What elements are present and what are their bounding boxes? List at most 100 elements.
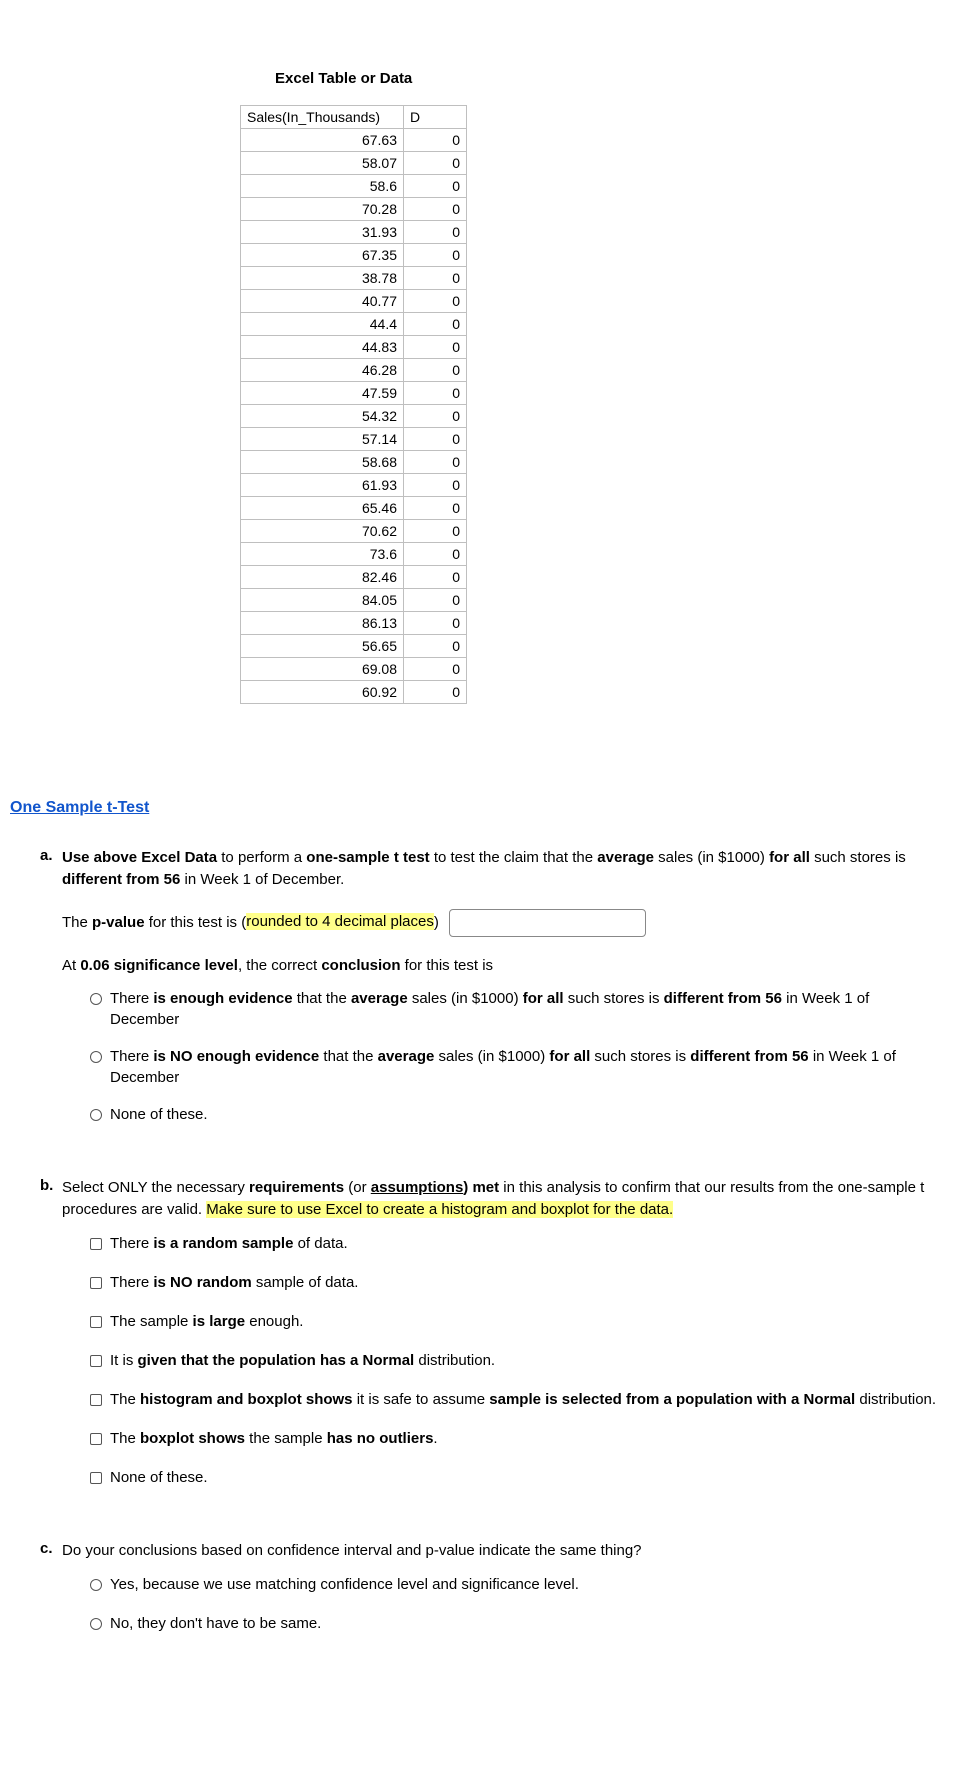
checkbox-icon[interactable] (90, 1394, 102, 1406)
cell-sales: 46.28 (241, 359, 404, 382)
qa-option-1: There is enough evidence that the averag… (90, 988, 939, 1030)
table-row: 57.140 (241, 428, 467, 451)
table-row: 31.930 (241, 221, 467, 244)
table-row: 70.620 (241, 520, 467, 543)
qb-intro: Select ONLY the necessary requirements (… (62, 1177, 939, 1221)
cell-d: 0 (404, 681, 467, 704)
page: Excel Table or Data Sales(In_Thousands) … (0, 70, 959, 1766)
table-row: 44.40 (241, 313, 467, 336)
cell-sales: 58.6 (241, 175, 404, 198)
highlight-rounded: rounded to 4 decimal places (246, 913, 434, 930)
pvalue-input[interactable] (449, 909, 646, 937)
cell-d: 0 (404, 221, 467, 244)
cell-d: 0 (404, 451, 467, 474)
cell-sales: 44.4 (241, 313, 404, 336)
radio-icon[interactable] (90, 1109, 102, 1121)
qc-options: Yes, because we use matching confidence … (90, 1574, 939, 1636)
table-row: 47.590 (241, 382, 467, 405)
data-table: Sales(In_Thousands) D 67.63058.07058.607… (240, 105, 467, 704)
cell-sales: 60.92 (241, 681, 404, 704)
cell-sales: 57.14 (241, 428, 404, 451)
cell-d: 0 (404, 129, 467, 152)
radio-icon[interactable] (90, 1579, 102, 1591)
question-a: a. Use above Excel Data to perform a one… (40, 847, 939, 1143)
qc-text: Do your conclusions based on confidence … (62, 1540, 939, 1562)
cell-d: 0 (404, 336, 467, 359)
checkbox-icon[interactable] (90, 1277, 102, 1289)
qa-pvalue-line: The p-value for this test is (rounded to… (62, 909, 939, 937)
table-row: 70.280 (241, 198, 467, 221)
cell-sales: 70.28 (241, 198, 404, 221)
qa-options: There is enough evidence that the averag… (90, 988, 939, 1127)
table-row: 44.830 (241, 336, 467, 359)
table-row: 69.080 (241, 658, 467, 681)
cell-sales: 47.59 (241, 382, 404, 405)
cell-sales: 61.93 (241, 474, 404, 497)
cell-sales: 56.65 (241, 635, 404, 658)
cell-d: 0 (404, 589, 467, 612)
table-row: 67.630 (241, 129, 467, 152)
qb-option-7: None of these. (90, 1467, 939, 1490)
qb-option-2: There is NO random sample of data. (90, 1272, 939, 1295)
section-title: Excel Table or Data (275, 70, 959, 87)
marker-c: c. (40, 1540, 62, 1652)
cell-d: 0 (404, 313, 467, 336)
table-row: 56.650 (241, 635, 467, 658)
table-header-row: Sales(In_Thousands) D (241, 106, 467, 129)
table-row: 60.920 (241, 681, 467, 704)
qb-option-4: It is given that the population has a No… (90, 1350, 939, 1373)
table-row: 40.770 (241, 290, 467, 313)
cell-d: 0 (404, 658, 467, 681)
heading-link[interactable]: One Sample t-Test (10, 799, 149, 817)
cell-sales: 31.93 (241, 221, 404, 244)
cell-sales: 69.08 (241, 658, 404, 681)
cell-sales: 67.63 (241, 129, 404, 152)
qa-option-3: None of these. (90, 1104, 939, 1127)
table-row: 58.60 (241, 175, 467, 198)
qb-option-3: The sample is large enough. (90, 1311, 939, 1334)
table-row: 67.350 (241, 244, 467, 267)
highlight-excel: Make sure to use Excel to create a histo… (206, 1201, 673, 1218)
col-header-sales: Sales(In_Thousands) (241, 106, 404, 129)
marker-a: a. (40, 847, 62, 1143)
cell-d: 0 (404, 497, 467, 520)
cell-d: 0 (404, 566, 467, 589)
table-row: 58.680 (241, 451, 467, 474)
table-row: 54.320 (241, 405, 467, 428)
cell-sales: 84.05 (241, 589, 404, 612)
checkbox-icon[interactable] (90, 1238, 102, 1250)
qb-option-6: The boxplot shows the sample has no outl… (90, 1428, 939, 1451)
qa-significance-line: At 0.06 significance level, the correct … (62, 955, 939, 977)
cell-sales: 58.68 (241, 451, 404, 474)
question-c: c. Do your conclusions based on confiden… (40, 1540, 939, 1652)
cell-sales: 70.62 (241, 520, 404, 543)
marker-b: b. (40, 1177, 62, 1506)
checkbox-icon[interactable] (90, 1316, 102, 1328)
cell-d: 0 (404, 267, 467, 290)
qc-option-2: No, they don't have to be same. (90, 1613, 939, 1636)
checkbox-icon[interactable] (90, 1433, 102, 1445)
cell-sales: 73.6 (241, 543, 404, 566)
cell-sales: 44.83 (241, 336, 404, 359)
qb-options: There is a random sample of data. There … (90, 1233, 939, 1490)
radio-icon[interactable] (90, 1618, 102, 1630)
table-row: 84.050 (241, 589, 467, 612)
radio-icon[interactable] (90, 993, 102, 1005)
radio-icon[interactable] (90, 1051, 102, 1063)
cell-d: 0 (404, 290, 467, 313)
cell-d: 0 (404, 520, 467, 543)
cell-sales: 82.46 (241, 566, 404, 589)
qb-option-1: There is a random sample of data. (90, 1233, 939, 1256)
cell-d: 0 (404, 198, 467, 221)
cell-d: 0 (404, 612, 467, 635)
cell-d: 0 (404, 382, 467, 405)
checkbox-icon[interactable] (90, 1472, 102, 1484)
checkbox-icon[interactable] (90, 1355, 102, 1367)
table-row: 65.460 (241, 497, 467, 520)
cell-d: 0 (404, 405, 467, 428)
cell-sales: 38.78 (241, 267, 404, 290)
table-row: 61.930 (241, 474, 467, 497)
cell-sales: 86.13 (241, 612, 404, 635)
col-header-d: D (404, 106, 467, 129)
qc-option-1: Yes, because we use matching confidence … (90, 1574, 939, 1597)
